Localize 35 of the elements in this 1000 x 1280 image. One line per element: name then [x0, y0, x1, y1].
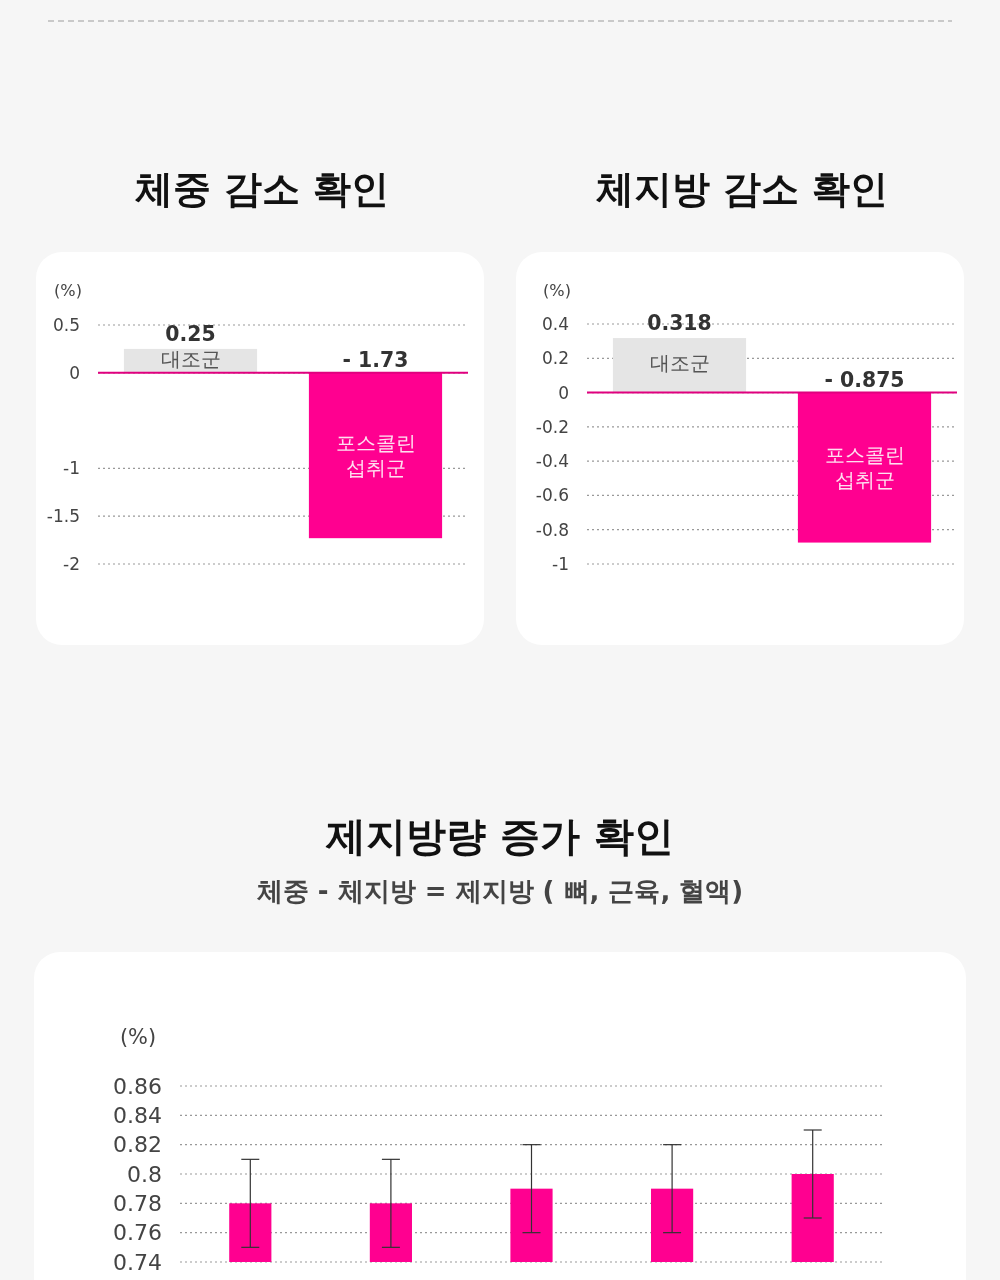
y-tick-label: 0 — [69, 362, 80, 383]
y-tick-label: 0.74 — [113, 1249, 162, 1275]
y-axis-title: (%) — [119, 1025, 157, 1049]
y-tick-label: 0.76 — [113, 1220, 162, 1246]
x-tick-label: 대조군 — [649, 352, 710, 376]
x-tick-label: 포스콜린 섭취군 — [824, 444, 905, 493]
y-axis-title: (%) — [54, 281, 82, 300]
y-tick-label: 0.2 — [541, 348, 569, 369]
y-tick-label: -0.2 — [535, 416, 569, 437]
y-axis-title: (%) — [543, 281, 571, 300]
x-tick-label: 대조군 — [160, 347, 221, 371]
y-tick-label: -2 — [63, 553, 80, 574]
chart-title: 제지방량 증가 확인 — [325, 813, 674, 859]
y-tick-label: -0.8 — [535, 519, 569, 540]
y-tick-label: -1.5 — [46, 506, 80, 527]
data-label: - 0.875 — [824, 367, 905, 392]
data-label: 0.318 — [647, 311, 712, 336]
y-tick-label: 0.4 — [541, 313, 569, 334]
y-tick-label: 0.84 — [113, 1103, 162, 1129]
y-tick-label: 0.82 — [113, 1132, 162, 1158]
chart-subtitle: 체중 - 체지방 = 제지방 ( 뼈, 근육, 혈액) — [256, 876, 744, 906]
y-tick-label: -1 — [552, 553, 569, 574]
chart-title: 체중 감소 확인 — [134, 167, 390, 211]
y-tick-label: 0 — [558, 382, 569, 403]
y-tick-label: -0.4 — [535, 451, 569, 472]
y-tick-label: 0.8 — [127, 1161, 162, 1187]
data-label: 0.25 — [165, 321, 216, 346]
y-tick-label: -0.6 — [535, 485, 569, 506]
y-tick-label: 0.5 — [52, 314, 80, 335]
y-tick-label: 0.86 — [113, 1073, 162, 1099]
y-tick-label: -1 — [63, 458, 80, 479]
data-label: - 1.73 — [342, 347, 409, 372]
chart-title: 체지방 감소 확인 — [595, 167, 889, 211]
y-tick-label: 0.78 — [113, 1191, 162, 1217]
x-tick-label: 포스콜린 섭취군 — [335, 432, 416, 481]
